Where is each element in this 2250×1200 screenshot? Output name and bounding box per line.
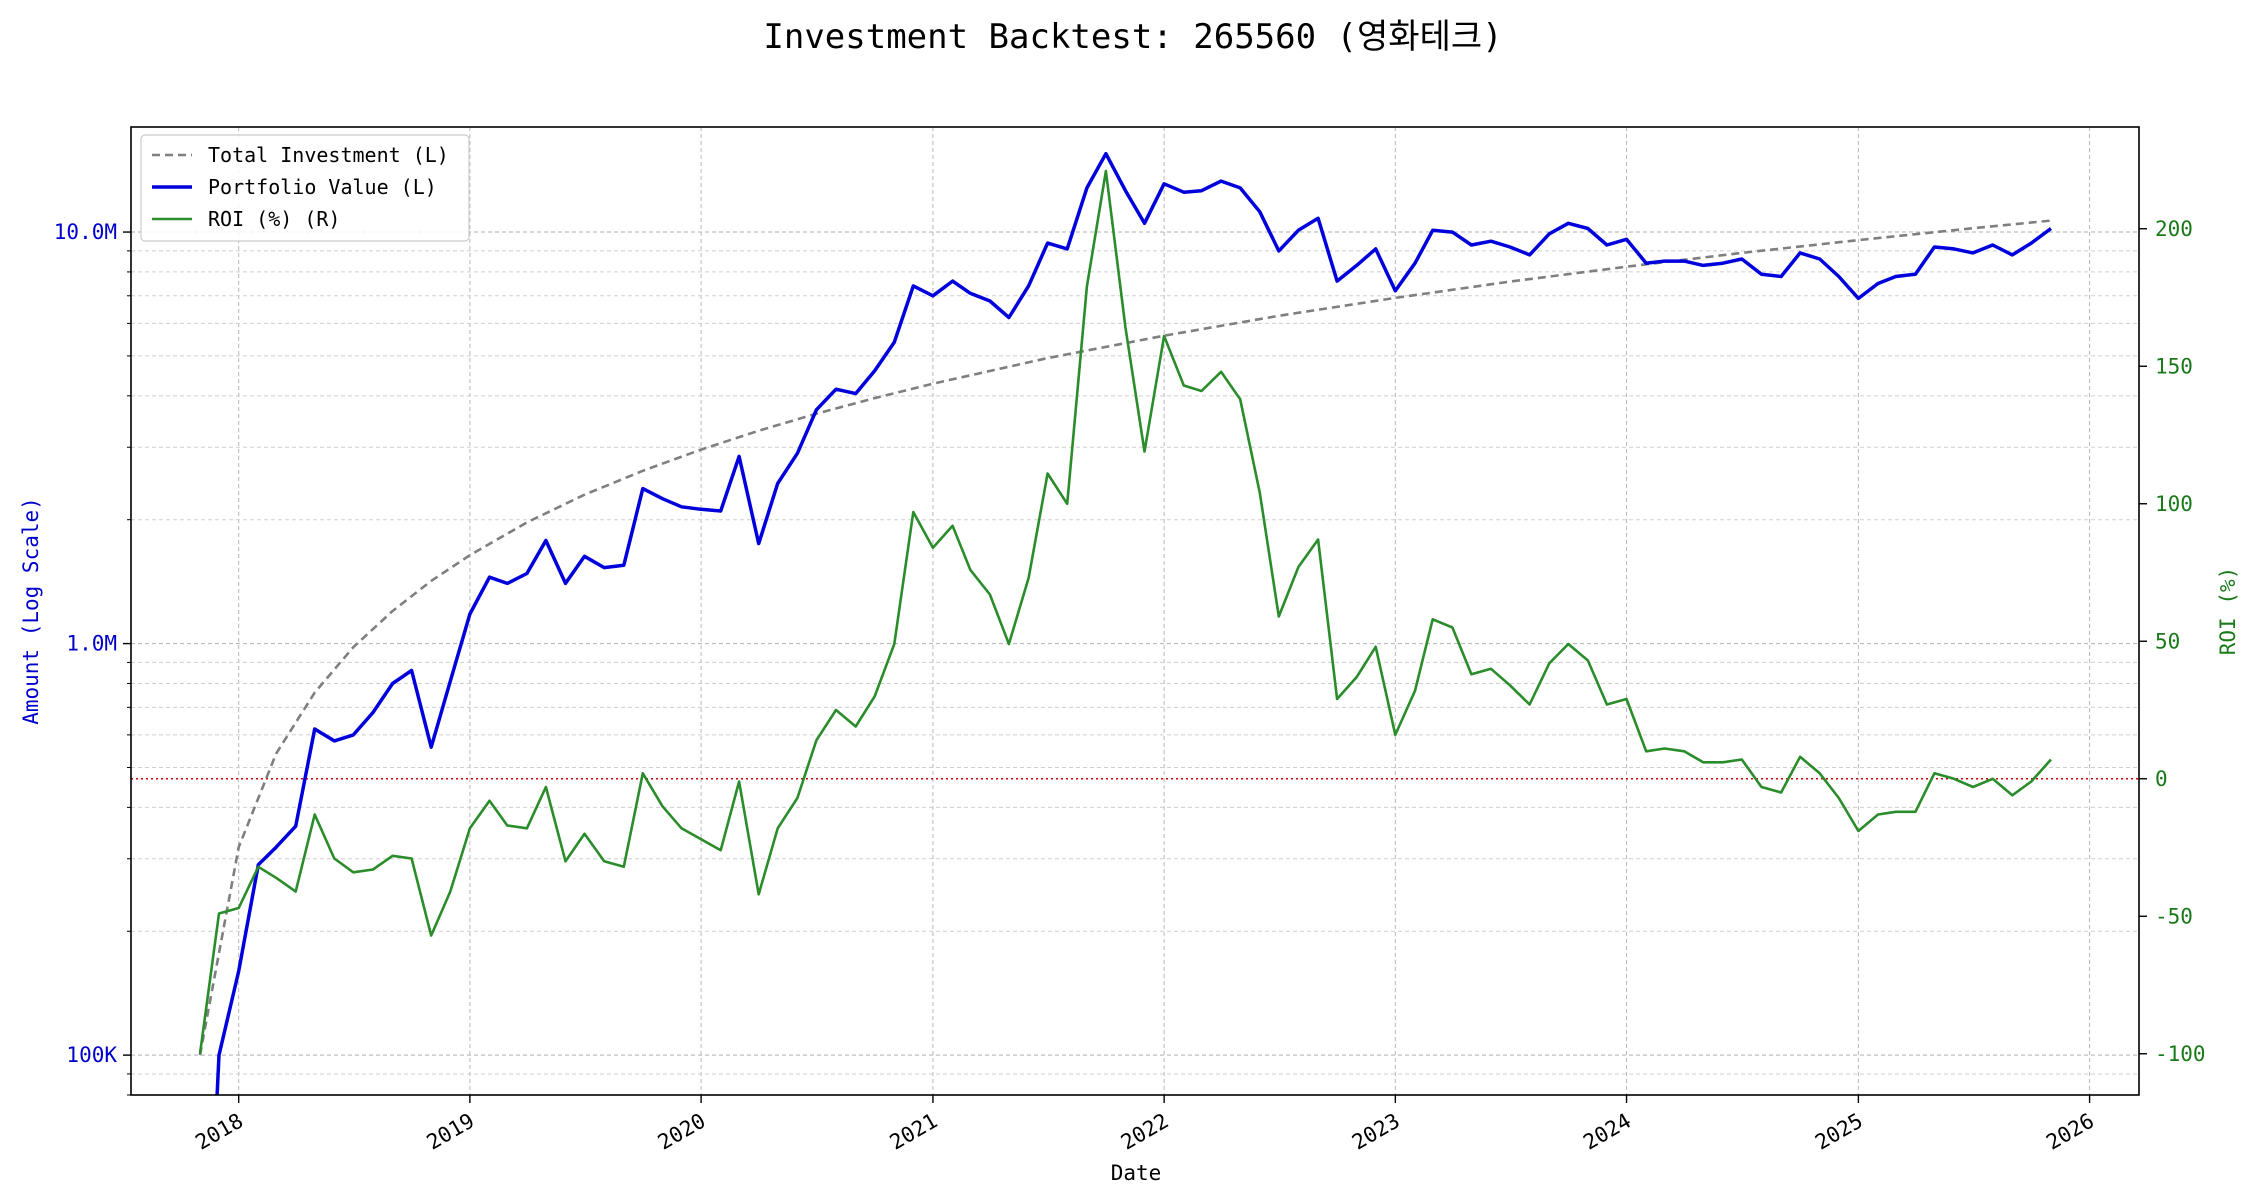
legend-label-investment: Total Investment (L) xyxy=(208,143,449,167)
right-tick-label: 100 xyxy=(2155,492,2193,516)
chart-title: Investment Backtest: 265560 (영화테크) xyxy=(763,17,1502,57)
x-tick-label: 2024 xyxy=(1579,1109,1635,1155)
x-tick-label: 2022 xyxy=(1117,1109,1173,1155)
x-axis: 2018 2019 2020 2021 2022 2023 2024 2025 2026 xyxy=(191,1095,2098,1155)
right-tick-label: -50 xyxy=(2155,904,2193,928)
series-portfolio-value xyxy=(215,151,2053,1096)
right-tick-label: 50 xyxy=(2155,629,2180,653)
x-tick-label: 2018 xyxy=(191,1109,247,1155)
x-tick-label: 2021 xyxy=(886,1109,942,1155)
left-tick-label: 100K xyxy=(66,1043,117,1067)
grid xyxy=(131,127,2139,1096)
right-y-axis: -100 -50 0 50 100 150 200 xyxy=(2139,217,2206,1066)
series-total-investment xyxy=(198,219,2052,1056)
x-tick-label: 2023 xyxy=(1348,1109,1404,1155)
left-tick-label: 10.0M xyxy=(54,220,117,244)
right-tick-label: 0 xyxy=(2155,767,2168,791)
x-tick-label: 2026 xyxy=(2042,1109,2098,1155)
legend-label-portfolio: Portfolio Value (L) xyxy=(208,175,437,199)
legend: Total Investment (L) Portfolio Value (L)… xyxy=(140,134,470,242)
x-tick-label: 2020 xyxy=(654,1109,710,1155)
series-roi xyxy=(198,169,2052,1054)
right-tick-label: 200 xyxy=(2155,217,2193,241)
legend-label-roi: ROI (%) (R) xyxy=(208,207,340,231)
x-tick-label: 2025 xyxy=(1811,1109,1867,1155)
series-lines xyxy=(198,151,2053,1096)
legend-box xyxy=(140,134,470,242)
left-y-axis-label: Amount (Log Scale) xyxy=(19,497,43,725)
plot-frame xyxy=(130,126,2140,1096)
left-tick-label: 1.0M xyxy=(66,632,117,656)
x-tick-label: 2019 xyxy=(423,1109,479,1155)
right-y-axis-label: ROI (%) xyxy=(2216,567,2240,656)
left-y-axis: 100K 1.0M 10.0M xyxy=(54,220,131,1096)
right-tick-label: 150 xyxy=(2155,354,2193,378)
right-tick-label: -100 xyxy=(2155,1042,2206,1066)
x-axis-label: Date xyxy=(1111,1161,1162,1185)
